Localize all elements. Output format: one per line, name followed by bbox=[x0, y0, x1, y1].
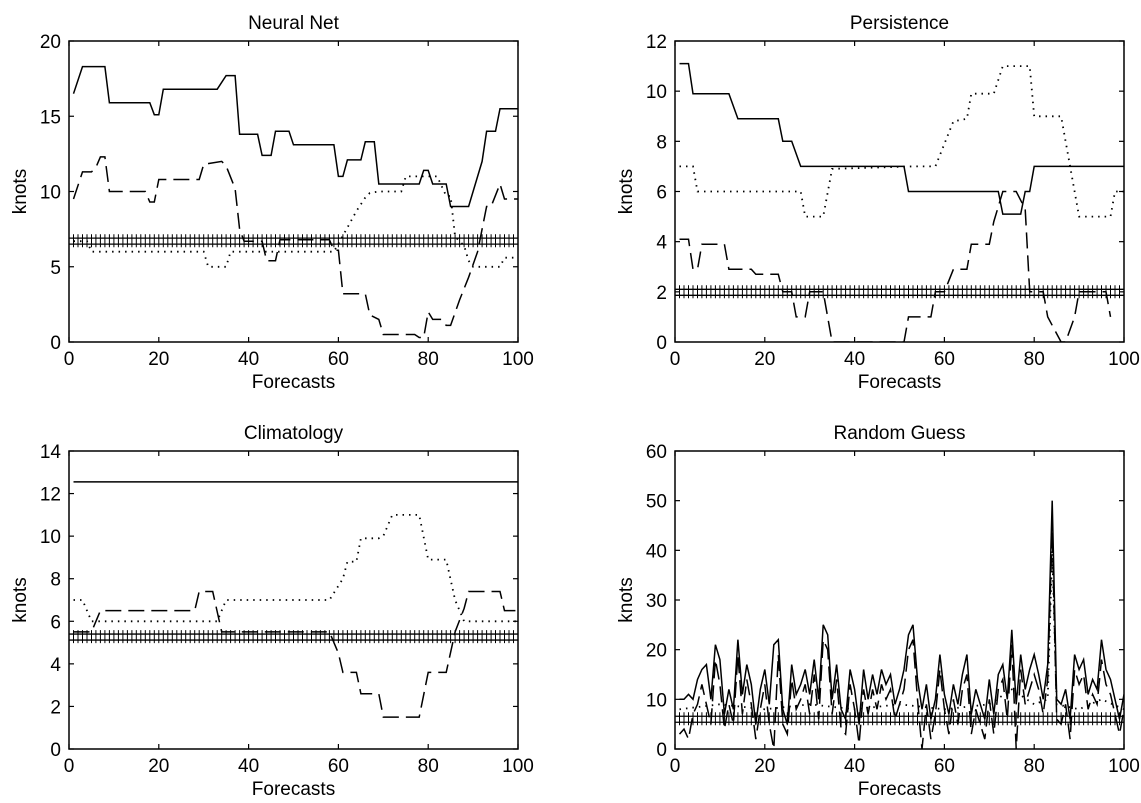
neural-net-x-tick-label: 60 bbox=[328, 349, 349, 370]
random-guess-x-tick-label: 40 bbox=[844, 756, 865, 777]
neural-net-title: Neural Net bbox=[248, 13, 340, 34]
random-guess-axes-frame bbox=[674, 450, 1125, 750]
random-guess-dashed-series-line bbox=[678, 530, 1124, 749]
persistence-x-tick-label: 20 bbox=[754, 349, 775, 370]
climatology-reference-line bbox=[69, 630, 518, 644]
climatology-title: Climatology bbox=[244, 423, 344, 444]
neural-net-y-tick-label: 20 bbox=[40, 32, 61, 53]
neural-net-dashed-series-line bbox=[72, 156, 518, 339]
persistence-y-tick-label: 4 bbox=[656, 233, 667, 254]
neural-net-y-tick-label: 0 bbox=[50, 333, 61, 354]
persistence-y-tick-label: 6 bbox=[656, 183, 667, 204]
neural-net-reference-line bbox=[69, 234, 518, 248]
climatology-dotted-series-line bbox=[73, 514, 518, 623]
climatology-x-tick-label: 100 bbox=[502, 756, 534, 777]
random-guess-reference-line bbox=[675, 712, 1124, 726]
random-guess-dotted-series-line bbox=[679, 550, 1124, 711]
persistence-x-tick-label: 40 bbox=[844, 349, 865, 370]
climatology-plot-area bbox=[69, 481, 518, 718]
neural-net-reference-hatch-marks bbox=[73, 234, 518, 248]
random-guess-y-tick-label: 10 bbox=[646, 690, 667, 711]
random-guess-y-axis-label: knots bbox=[616, 577, 637, 622]
random-guess-x-tick-label: 60 bbox=[934, 756, 955, 777]
persistence-reference-hatch-marks bbox=[679, 285, 1124, 299]
climatology-axes-frame bbox=[68, 450, 519, 750]
random-guess-y-tick-label: 0 bbox=[656, 740, 667, 761]
climatology-x-tick-label: 40 bbox=[238, 756, 259, 777]
neural-net-plot-area bbox=[69, 65, 518, 339]
neural-net-x-tick-label: 80 bbox=[418, 349, 439, 370]
climatology-y-tick-label: 0 bbox=[50, 740, 61, 761]
random-guess-x-tick-label: 0 bbox=[670, 756, 681, 777]
climatology-reference-hatch-marks bbox=[73, 630, 518, 644]
persistence-y-tick-label: 10 bbox=[646, 82, 667, 103]
random-guess-x-tick-label: 20 bbox=[754, 756, 775, 777]
climatology-y-tick-label: 4 bbox=[50, 655, 61, 676]
persistence-x-tick-label: 80 bbox=[1024, 349, 1045, 370]
neural-net-axes-frame bbox=[68, 40, 519, 343]
persistence-dashed-series-line bbox=[679, 190, 1112, 342]
neural-net-x-tick-label: 0 bbox=[64, 349, 75, 370]
neural-net-dotted-series-line bbox=[73, 175, 518, 268]
persistence-x-axis-label: Forecasts bbox=[858, 372, 941, 393]
random-guess-y-tick-label: 50 bbox=[646, 492, 667, 513]
climatology-y-tick-label: 14 bbox=[40, 442, 62, 463]
climatology-x-tick-label: 60 bbox=[328, 756, 349, 777]
neural-net-solid-series-line bbox=[72, 65, 518, 208]
neural-net-y-axis-label: knots bbox=[10, 169, 31, 214]
persistence-y-axis-label: knots bbox=[616, 169, 637, 214]
random-guess-y-tick-label: 60 bbox=[646, 442, 667, 463]
persistence-reference-line bbox=[675, 285, 1124, 299]
random-guess-x-tick-label: 100 bbox=[1108, 756, 1140, 777]
persistence-x-tick-label: 100 bbox=[1108, 349, 1140, 370]
climatology-dashed-series-line bbox=[73, 590, 518, 718]
climatology-y-tick-label: 6 bbox=[50, 612, 61, 633]
random-guess-title: Random Guess bbox=[833, 423, 965, 444]
climatology-y-tick-label: 12 bbox=[40, 485, 61, 506]
climatology-x-tick-label: 0 bbox=[64, 756, 75, 777]
climatology-x-axis-label: Forecasts bbox=[252, 779, 335, 800]
random-guess-plot-area bbox=[675, 500, 1124, 749]
neural-net-x-tick-label: 20 bbox=[148, 349, 169, 370]
persistence-title: Persistence bbox=[850, 13, 949, 34]
persistence-dotted-series-line bbox=[679, 65, 1124, 218]
neural-net-chart: Neural Net Forecasts knots 0 20 40 60 80 100 0 5 10… bbox=[10, 13, 534, 393]
persistence-y-tick-label: 0 bbox=[656, 333, 667, 354]
persistence-y-tick-label: 8 bbox=[656, 132, 667, 153]
persistence-chart: Persistence Forecasts knots 0 20 40 60 80 100 0 2 4… bbox=[616, 13, 1140, 393]
neural-net-y-tick-label: 15 bbox=[40, 107, 61, 128]
climatology-y-tick-label: 10 bbox=[40, 527, 61, 548]
climatology-x-tick-label: 80 bbox=[418, 756, 439, 777]
neural-net-x-axis-label: Forecasts bbox=[252, 372, 335, 393]
random-guess-reference-hatch-marks bbox=[679, 712, 1124, 726]
persistence-x-tick-label: 0 bbox=[670, 349, 681, 370]
neural-net-y-tick-label: 10 bbox=[40, 183, 61, 204]
random-guess-solid-series-line bbox=[679, 500, 1124, 725]
climatology-y-tick-label: 2 bbox=[50, 697, 61, 718]
random-guess-x-axis-label: Forecasts bbox=[858, 779, 941, 800]
climatology-chart: Climatology Forecasts knots 0 20 40 60 80 100 0 2 4… bbox=[10, 423, 534, 800]
persistence-axes-frame bbox=[674, 40, 1125, 343]
persistence-solid-series-line bbox=[679, 62, 1124, 215]
climatology-y-axis-label: knots bbox=[10, 577, 31, 622]
neural-net-y-tick-label: 5 bbox=[50, 258, 61, 279]
neural-net-x-tick-label: 100 bbox=[502, 349, 534, 370]
random-guess-chart: Random Guess Forecasts knots 0 20 40 60 80 100 0 1… bbox=[616, 423, 1140, 800]
persistence-plot-area bbox=[675, 62, 1124, 342]
random-guess-x-tick-label: 80 bbox=[1024, 756, 1045, 777]
random-guess-y-tick-label: 20 bbox=[646, 641, 667, 662]
climatology-x-tick-label: 20 bbox=[148, 756, 169, 777]
persistence-x-tick-label: 60 bbox=[934, 349, 955, 370]
random-guess-y-tick-label: 40 bbox=[646, 541, 667, 562]
climatology-y-tick-label: 8 bbox=[50, 570, 61, 591]
persistence-y-tick-label: 12 bbox=[646, 32, 667, 53]
neural-net-x-tick-label: 40 bbox=[238, 349, 259, 370]
random-guess-y-tick-label: 30 bbox=[646, 591, 667, 612]
persistence-y-tick-label: 2 bbox=[656, 283, 667, 304]
